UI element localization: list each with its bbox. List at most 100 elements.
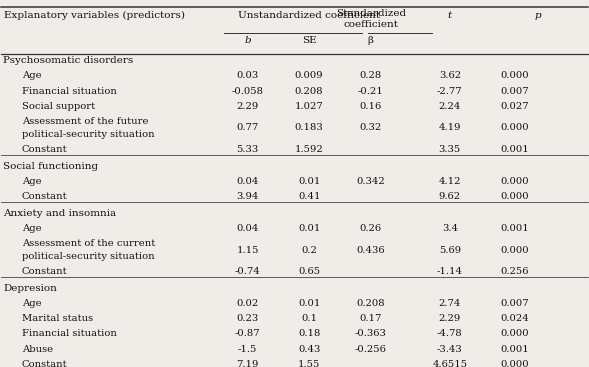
Text: 0.65: 0.65 bbox=[298, 267, 320, 276]
Text: -0.058: -0.058 bbox=[231, 87, 264, 96]
Text: 0.28: 0.28 bbox=[359, 72, 382, 80]
Text: 1.592: 1.592 bbox=[294, 145, 323, 154]
Text: 3.4: 3.4 bbox=[442, 224, 458, 233]
Text: Age: Age bbox=[22, 224, 42, 233]
Text: 0.18: 0.18 bbox=[298, 330, 320, 338]
Text: 3.94: 3.94 bbox=[236, 192, 259, 201]
Text: 0.41: 0.41 bbox=[298, 192, 320, 201]
Text: Constant: Constant bbox=[22, 360, 68, 367]
Text: 0.007: 0.007 bbox=[500, 87, 529, 96]
Text: 0.01: 0.01 bbox=[298, 177, 320, 186]
Text: SE: SE bbox=[302, 36, 316, 46]
Text: 0.000: 0.000 bbox=[500, 330, 529, 338]
Text: 0.009: 0.009 bbox=[295, 72, 323, 80]
Text: 1.55: 1.55 bbox=[298, 360, 320, 367]
Text: 0.000: 0.000 bbox=[500, 123, 529, 132]
Text: 0.04: 0.04 bbox=[236, 224, 259, 233]
Text: 0.32: 0.32 bbox=[359, 123, 382, 132]
Text: 0.001: 0.001 bbox=[500, 224, 529, 233]
Text: 0.04: 0.04 bbox=[236, 177, 259, 186]
Text: Age: Age bbox=[22, 177, 42, 186]
Text: 0.000: 0.000 bbox=[500, 177, 529, 186]
Text: 0.027: 0.027 bbox=[500, 102, 529, 111]
Text: Age: Age bbox=[22, 299, 42, 308]
Text: -0.363: -0.363 bbox=[355, 330, 386, 338]
Text: Financial situation: Financial situation bbox=[22, 87, 117, 96]
Text: Unstandardized coefficient: Unstandardized coefficient bbox=[238, 11, 380, 20]
Text: 2.29: 2.29 bbox=[236, 102, 259, 111]
Text: β: β bbox=[368, 36, 373, 46]
Text: Constant: Constant bbox=[22, 267, 68, 276]
Text: Standardized
coefficient: Standardized coefficient bbox=[336, 9, 406, 29]
Text: Anxiety and insomnia: Anxiety and insomnia bbox=[3, 209, 116, 218]
Text: 0.17: 0.17 bbox=[359, 314, 382, 323]
Text: -2.77: -2.77 bbox=[437, 87, 463, 96]
Text: -0.21: -0.21 bbox=[358, 87, 383, 96]
Text: 0.001: 0.001 bbox=[500, 345, 529, 354]
Text: Age: Age bbox=[22, 72, 42, 80]
Text: 5.69: 5.69 bbox=[439, 246, 461, 255]
Text: 3.35: 3.35 bbox=[439, 145, 461, 154]
Text: 0.2: 0.2 bbox=[301, 246, 317, 255]
Text: 4.6515: 4.6515 bbox=[432, 360, 468, 367]
Text: 2.74: 2.74 bbox=[439, 299, 461, 308]
Text: political-security situation: political-security situation bbox=[22, 130, 154, 139]
Text: b: b bbox=[244, 36, 251, 46]
Text: 0.024: 0.024 bbox=[500, 314, 529, 323]
Text: 0.26: 0.26 bbox=[360, 224, 382, 233]
Text: 0.77: 0.77 bbox=[236, 123, 259, 132]
Text: t: t bbox=[448, 11, 452, 20]
Text: Assessment of the current: Assessment of the current bbox=[22, 239, 155, 248]
Text: -1.5: -1.5 bbox=[238, 345, 257, 354]
Text: Constant: Constant bbox=[22, 145, 68, 154]
Text: 2.24: 2.24 bbox=[439, 102, 461, 111]
Text: 9.62: 9.62 bbox=[439, 192, 461, 201]
Text: 3.62: 3.62 bbox=[439, 72, 461, 80]
Text: 0.256: 0.256 bbox=[500, 267, 528, 276]
Text: 0.208: 0.208 bbox=[356, 299, 385, 308]
Text: 0.16: 0.16 bbox=[359, 102, 382, 111]
Text: p: p bbox=[534, 11, 541, 20]
Text: 0.43: 0.43 bbox=[298, 345, 320, 354]
Text: Explanatory variables (predictors): Explanatory variables (predictors) bbox=[4, 11, 185, 20]
Text: 0.208: 0.208 bbox=[295, 87, 323, 96]
Text: Financial situation: Financial situation bbox=[22, 330, 117, 338]
Text: Constant: Constant bbox=[22, 192, 68, 201]
Text: 0.436: 0.436 bbox=[356, 246, 385, 255]
Text: 1.027: 1.027 bbox=[294, 102, 323, 111]
Text: 0.183: 0.183 bbox=[294, 123, 323, 132]
Text: -0.87: -0.87 bbox=[235, 330, 260, 338]
Text: 0.03: 0.03 bbox=[236, 72, 259, 80]
Text: 4.19: 4.19 bbox=[439, 123, 461, 132]
Text: -3.43: -3.43 bbox=[437, 345, 463, 354]
Text: 0.007: 0.007 bbox=[500, 299, 529, 308]
Text: Assessment of the future: Assessment of the future bbox=[22, 117, 148, 126]
Text: Social functioning: Social functioning bbox=[3, 161, 98, 171]
Text: 0.1: 0.1 bbox=[301, 314, 317, 323]
Text: Psychosomatic disorders: Psychosomatic disorders bbox=[3, 56, 133, 65]
Text: 0.000: 0.000 bbox=[500, 246, 529, 255]
Text: political-security situation: political-security situation bbox=[22, 252, 154, 261]
Text: 0.01: 0.01 bbox=[298, 224, 320, 233]
Text: Marital status: Marital status bbox=[22, 314, 93, 323]
Text: -0.256: -0.256 bbox=[355, 345, 386, 354]
Text: 0.02: 0.02 bbox=[236, 299, 259, 308]
Text: Social support: Social support bbox=[22, 102, 95, 111]
Text: Abuse: Abuse bbox=[22, 345, 53, 354]
Text: -0.74: -0.74 bbox=[235, 267, 260, 276]
Text: -1.14: -1.14 bbox=[437, 267, 463, 276]
Text: 0.23: 0.23 bbox=[236, 314, 259, 323]
Text: 0.000: 0.000 bbox=[500, 192, 529, 201]
Text: 0.342: 0.342 bbox=[356, 177, 385, 186]
Text: -4.78: -4.78 bbox=[437, 330, 463, 338]
Text: 4.12: 4.12 bbox=[439, 177, 461, 186]
Text: 0.000: 0.000 bbox=[500, 72, 529, 80]
Text: 2.29: 2.29 bbox=[439, 314, 461, 323]
Text: 7.19: 7.19 bbox=[236, 360, 259, 367]
Text: 0.000: 0.000 bbox=[500, 360, 529, 367]
Text: 1.15: 1.15 bbox=[236, 246, 259, 255]
Text: 0.001: 0.001 bbox=[500, 145, 529, 154]
Text: 0.01: 0.01 bbox=[298, 299, 320, 308]
Text: Depresion: Depresion bbox=[3, 284, 57, 293]
Text: 5.33: 5.33 bbox=[236, 145, 259, 154]
